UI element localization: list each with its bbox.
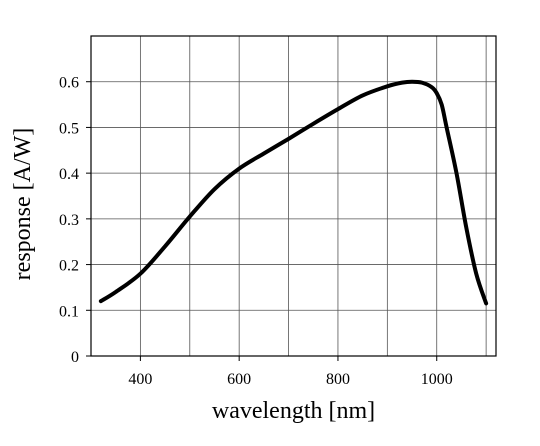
x-tick-label: 600 [227, 371, 251, 388]
x-axis-title: wavelength [nm] [212, 398, 375, 424]
x-tick-label: 1000 [421, 371, 453, 388]
x-tick-label: 400 [128, 371, 152, 388]
y-tick-label: 0.4 [59, 166, 79, 183]
y-tick-label: 0.6 [59, 75, 79, 92]
y-tick-label: 0.5 [59, 120, 79, 137]
y-tick-label: 0.2 [59, 258, 79, 275]
series-layer [98, 79, 489, 306]
y-axis-title: response [A/W] [10, 128, 36, 281]
y-tick-label: 0.3 [59, 212, 79, 229]
x-tick-label: 800 [326, 371, 350, 388]
y-tick-label: 0.1 [59, 303, 79, 320]
response-series-line [98, 79, 489, 306]
y-tick-label: 0 [71, 349, 79, 366]
ticks-layer: 400 600 800 1000 0 0.1 0.2 0.3 0.4 0.5 0.6 [59, 75, 453, 388]
plot-frame [90, 35, 497, 357]
grid-layer [91, 36, 496, 356]
